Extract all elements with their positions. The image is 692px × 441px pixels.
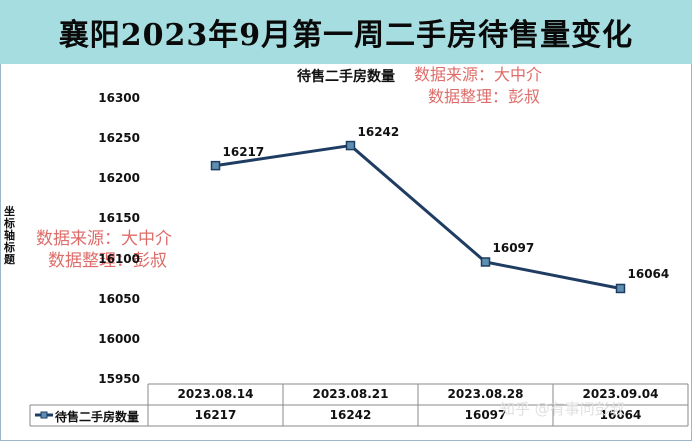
y-tick-label: 16150: [98, 211, 140, 226]
table-value-cell: 16097: [464, 408, 507, 422]
y-tick-label: 15950: [98, 372, 140, 386]
series-line: [215, 144, 621, 290]
site-watermark: 知乎 @有事问彭叔: [500, 400, 625, 418]
x-tick-label: 2023.08.28: [447, 387, 524, 401]
title-banner: 襄阳2023年9月第一周二手房待售量变化: [0, 0, 692, 64]
chart-title: 待售二手房数量: [297, 69, 395, 85]
data-label: 16097: [492, 240, 535, 255]
table-value-cell: 16064: [599, 408, 642, 422]
table-value-cell: 16242: [329, 408, 372, 422]
x-tick-label: 2023.08.14: [177, 387, 254, 401]
x-tick-label: 2023.09.04: [582, 387, 659, 401]
y-tick-label: 16000: [98, 331, 140, 346]
data-point: [480, 257, 491, 267]
page-title: 襄阳2023年9月第一周二手房待售量变化: [58, 18, 634, 53]
data-label: 16217: [222, 144, 265, 159]
data-point: [210, 160, 221, 171]
data-point: [345, 140, 356, 151]
y-tick-label: 16300: [98, 91, 140, 105]
y-tick-label: 16250: [98, 131, 140, 146]
watermark-middle: 数据来源：大中介 数据整理：彭叔: [36, 228, 172, 272]
data-point: [615, 283, 626, 294]
watermark-source: 数据来源：大中介: [414, 65, 543, 84]
watermark-compiler: 数据整理：彭叔: [48, 251, 167, 271]
y-tick-label: 16050: [98, 291, 140, 306]
y-tick-label: 16100: [98, 251, 140, 266]
data-label: 16064: [627, 267, 670, 282]
watermark-source: 数据来源：大中介: [36, 229, 172, 249]
legend-marker: [40, 411, 48, 419]
legend-label: 待售二手房数量: [55, 410, 140, 424]
data-label: 16242: [357, 124, 400, 139]
x-tick-label: 2023.08.21: [312, 387, 389, 401]
table-value-cell: 16217: [194, 408, 237, 422]
watermark-top: 数据来源：大中介 数据整理：彭叔: [414, 64, 542, 108]
watermark-compiler: 数据整理：彭叔: [428, 87, 541, 106]
y-axis-title: 坐标轴标题: [4, 205, 15, 266]
y-tick-label: 16200: [98, 171, 140, 186]
